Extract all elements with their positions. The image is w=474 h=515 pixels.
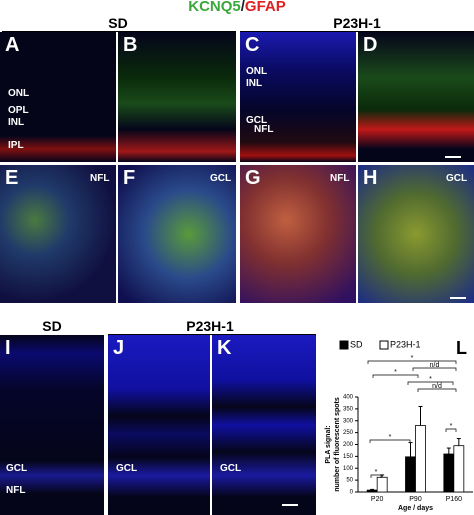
scale-bar xyxy=(450,297,466,299)
layer-label: INL xyxy=(246,78,263,89)
panel-letter: K xyxy=(217,337,232,359)
significance-bracket xyxy=(445,428,457,432)
layer-label: NFL xyxy=(254,124,274,135)
micrograph: K GCL xyxy=(212,335,316,515)
layer-label: GCL xyxy=(116,463,138,474)
micrograph: D xyxy=(358,32,474,162)
panel-letter: E xyxy=(5,167,19,189)
panel-letter: I xyxy=(5,337,11,359)
figure-title: KCNQ5/GFAP xyxy=(188,0,286,15)
layer-label: ONL xyxy=(246,66,268,77)
legend-swatch xyxy=(339,340,349,350)
significance-bracket xyxy=(367,360,457,364)
significance-label: * xyxy=(450,423,453,430)
scale-bar xyxy=(445,156,461,158)
divider xyxy=(2,31,236,32)
y-tick-label: 50 xyxy=(346,478,353,484)
y-tick-label: 300 xyxy=(343,418,354,424)
layer-label: GCL xyxy=(446,173,468,184)
divider xyxy=(240,31,474,32)
y-tick-label: 200 xyxy=(343,442,354,448)
significance-label: * xyxy=(429,376,432,383)
panel-letter: L xyxy=(456,338,467,358)
significance-bracket xyxy=(412,367,457,371)
layer-label: IPL xyxy=(8,140,24,151)
micrograph: H GCL xyxy=(358,165,474,303)
layer-label: NFL xyxy=(330,173,350,184)
bar xyxy=(366,489,378,493)
scale-bar xyxy=(282,504,298,506)
divider xyxy=(108,334,316,335)
group-label: P23H-1 xyxy=(186,318,234,334)
bar xyxy=(405,456,416,493)
layer-label: INL xyxy=(8,117,25,128)
panel-letter: B xyxy=(123,34,138,56)
significance-label: * xyxy=(375,469,378,476)
panel-letter: A xyxy=(5,34,20,56)
micrograph: AONLOPLINLIPLGCLNFL xyxy=(0,32,116,162)
y-tick-label: 350 xyxy=(343,406,354,412)
layer-label: GCL xyxy=(6,463,28,474)
bar xyxy=(443,453,455,493)
y-tick-label: 250 xyxy=(343,430,354,436)
legend-swatch xyxy=(379,340,389,350)
significance-label: * xyxy=(411,355,414,362)
significance-label: * xyxy=(389,434,392,441)
x-axis-label: Age / days xyxy=(398,505,433,512)
micrograph: G NFL xyxy=(240,165,356,303)
group-label: SD xyxy=(108,15,128,31)
panel-letter: D xyxy=(363,34,378,56)
bar xyxy=(453,445,465,493)
group-label: P23H-1 xyxy=(333,15,381,31)
panel-letter: J xyxy=(113,337,125,359)
significance-bracket xyxy=(369,439,411,443)
significance-label: n/d xyxy=(432,383,442,390)
significance-bracket xyxy=(417,388,457,392)
significance-label: n/d xyxy=(430,362,440,369)
y-tick-label: 100 xyxy=(343,466,354,472)
legend-label: SD xyxy=(350,339,363,349)
panel-letter: F xyxy=(123,167,136,189)
layer-label: NFL xyxy=(6,485,26,496)
bar xyxy=(376,476,388,493)
y-tick-label: 0 xyxy=(350,490,354,496)
panel-letter: G xyxy=(245,167,261,189)
y-axis-label: number of fluorescent spots xyxy=(334,397,341,492)
layer-label: GCL xyxy=(210,173,232,184)
micrograph: C ONL INL GCL NFL xyxy=(240,32,356,162)
y-axis-label: PLA signal: xyxy=(325,425,332,463)
micrograph: F GCL xyxy=(118,165,236,303)
layer-label: ONL xyxy=(8,88,30,99)
x-tick-label: P160 xyxy=(446,496,462,503)
group-label: SD xyxy=(42,318,62,334)
significance-bracket xyxy=(370,474,382,478)
title-sep: / xyxy=(240,0,245,15)
significance-label: * xyxy=(394,369,397,376)
panel-letter: H xyxy=(363,167,378,189)
micrograph: B xyxy=(118,32,236,162)
chart: L SD P23H-1 PLA signal: number of fluorescen… xyxy=(325,338,473,512)
y-tick-label: 400 xyxy=(343,395,354,401)
significance-bracket xyxy=(407,381,454,385)
title-red: GFAP xyxy=(244,0,286,15)
panel-letter: C xyxy=(245,34,260,56)
legend-label: P23H-1 xyxy=(390,339,421,349)
layer-label: GCL xyxy=(246,115,268,126)
layer-label: OPL xyxy=(8,105,29,116)
x-tick-label: P90 xyxy=(409,496,422,503)
layer-label: GCL xyxy=(220,463,242,474)
micrograph: J GCL xyxy=(108,335,210,515)
y-tick-label: 150 xyxy=(343,454,354,460)
layer-label: NFL xyxy=(90,173,110,184)
micrograph: I GCL NFL xyxy=(0,335,104,515)
significance-bracket xyxy=(372,374,419,378)
x-tick-label: P20 xyxy=(371,496,384,503)
bar xyxy=(415,425,426,493)
micrograph: E NFL xyxy=(0,165,116,303)
title-green: KCNQ5 xyxy=(188,0,241,15)
